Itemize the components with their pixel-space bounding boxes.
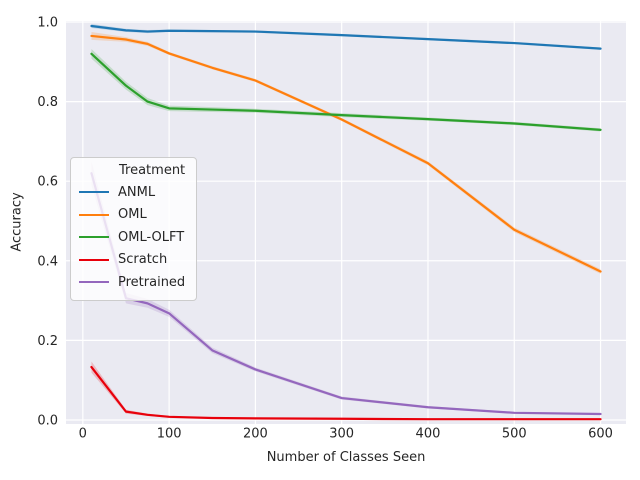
legend-item-oml-olft: OML-OLFT <box>79 226 188 249</box>
legend-line-sample <box>79 191 109 194</box>
ci-band-oml-olft <box>91 49 601 132</box>
x-tick-label: 100 <box>157 427 182 442</box>
x-tick-label: 0 <box>79 427 87 442</box>
line-pretrained <box>90 172 602 416</box>
y-tick-label: 1.0 <box>37 15 58 30</box>
legend-item-anml: ANML <box>79 181 188 204</box>
line-scratch <box>90 365 602 421</box>
y-tick-label: 0.4 <box>37 254 58 269</box>
line-oml <box>90 34 602 273</box>
x-axis-label: Number of Classes Seen <box>266 450 426 465</box>
legend-item-scratch: Scratch <box>79 249 188 272</box>
x-tick-label: 500 <box>502 427 527 442</box>
y-tick-label: 0.8 <box>37 95 58 110</box>
y-tick-label: 0.2 <box>37 334 58 349</box>
legend: Treatment ANML OML OML-OLFT Scratch Pretrain… <box>70 157 197 301</box>
legend-item-label: OML-OLFT <box>118 229 185 245</box>
ci-band-pretrained <box>91 161 601 415</box>
y-axis-label: Accuracy <box>9 192 25 252</box>
y-tick-label: 0.6 <box>37 175 58 190</box>
legend-line-sample <box>79 236 109 239</box>
x-tick-label: 200 <box>243 427 268 442</box>
legend-item-label: ANML <box>118 184 156 200</box>
legend-item-label: Scratch <box>118 252 168 268</box>
legend-item-oml: OML <box>79 204 188 227</box>
legend-title: Treatment <box>119 163 186 178</box>
legend-item-label: OML <box>118 207 147 223</box>
x-tick-label: 300 <box>329 427 354 442</box>
y-tick-label: 0.0 <box>37 413 58 428</box>
legend-line-sample <box>79 281 109 284</box>
legend-line-sample <box>79 258 109 261</box>
legend-item-label: Pretrained <box>118 274 186 290</box>
line-oml-olft <box>90 52 602 131</box>
legend-line-sample <box>79 213 109 216</box>
legend-item-pretrained: Pretrained <box>79 271 188 294</box>
x-tick-label: 400 <box>416 427 441 442</box>
line-anml <box>90 24 602 50</box>
x-tick-label: 600 <box>588 427 613 442</box>
